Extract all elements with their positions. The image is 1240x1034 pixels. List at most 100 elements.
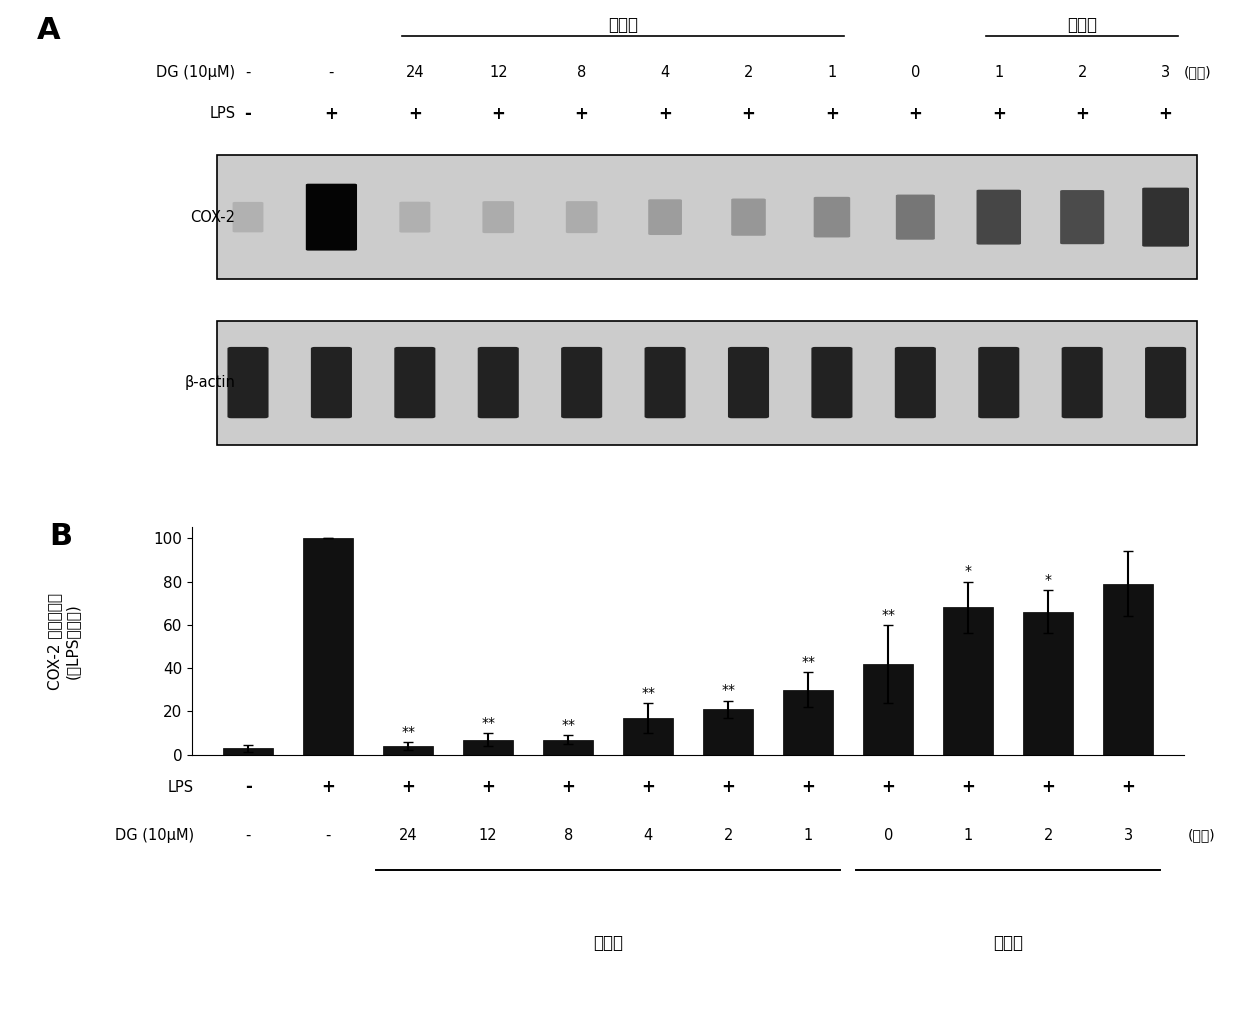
Text: +: + [658, 104, 672, 123]
Text: **: ** [641, 686, 655, 700]
Text: +: + [1042, 778, 1055, 796]
Bar [703, 709, 753, 755]
Bar [1104, 583, 1153, 755]
Text: -: - [246, 65, 250, 80]
FancyBboxPatch shape [217, 155, 1197, 279]
Text: 预处理: 预处理 [609, 16, 639, 33]
Text: 1: 1 [994, 65, 1003, 80]
Text: (小时): (小时) [1184, 65, 1211, 80]
Text: 后处理: 后处理 [993, 934, 1023, 952]
Text: 4: 4 [661, 65, 670, 80]
Text: +: + [325, 104, 339, 123]
Text: DG (10μM): DG (10μM) [156, 65, 236, 80]
Text: -: - [326, 828, 331, 843]
FancyBboxPatch shape [1145, 346, 1187, 419]
FancyBboxPatch shape [977, 189, 1021, 245]
FancyBboxPatch shape [1060, 190, 1104, 244]
Text: LPS: LPS [210, 107, 236, 121]
FancyBboxPatch shape [311, 346, 352, 419]
FancyBboxPatch shape [477, 346, 518, 419]
Text: 预处理: 预处理 [593, 934, 624, 952]
Text: +: + [825, 104, 839, 123]
Text: *: * [1044, 573, 1052, 587]
Text: +: + [408, 104, 422, 123]
Text: 12: 12 [479, 828, 497, 843]
Text: 8: 8 [577, 65, 587, 80]
Text: -: - [246, 828, 250, 843]
Text: +: + [574, 104, 589, 123]
Text: 12: 12 [489, 65, 507, 80]
FancyBboxPatch shape [1142, 187, 1189, 247]
Bar [944, 608, 993, 755]
Text: 24: 24 [399, 828, 418, 843]
Text: +: + [562, 778, 575, 796]
Text: +: + [321, 778, 335, 796]
FancyBboxPatch shape [1061, 346, 1102, 419]
Text: COX-2 表达百分率
(与LPS组相比): COX-2 表达百分率 (与LPS组相比) [47, 592, 79, 690]
Bar [784, 690, 833, 755]
Text: **: ** [562, 718, 575, 732]
FancyBboxPatch shape [978, 346, 1019, 419]
Text: 1: 1 [827, 65, 837, 80]
Bar [863, 664, 913, 755]
FancyBboxPatch shape [813, 196, 851, 238]
Text: **: ** [722, 683, 735, 697]
Text: -: - [244, 778, 252, 796]
FancyBboxPatch shape [895, 346, 936, 419]
FancyBboxPatch shape [811, 346, 852, 419]
Text: 3: 3 [1161, 65, 1171, 80]
Text: 2: 2 [1078, 65, 1087, 80]
Text: +: + [992, 104, 1006, 123]
Text: +: + [742, 104, 755, 123]
FancyBboxPatch shape [728, 346, 769, 419]
Text: +: + [1158, 104, 1173, 123]
FancyBboxPatch shape [649, 200, 682, 235]
Text: **: ** [481, 716, 495, 730]
Text: (小时): (小时) [1188, 828, 1216, 843]
FancyBboxPatch shape [732, 199, 766, 236]
FancyBboxPatch shape [645, 346, 686, 419]
Bar [383, 747, 433, 755]
FancyBboxPatch shape [482, 202, 515, 233]
Text: 2: 2 [744, 65, 753, 80]
Text: 0: 0 [910, 65, 920, 80]
Text: +: + [801, 778, 815, 796]
Text: *: * [965, 565, 972, 578]
FancyBboxPatch shape [562, 346, 603, 419]
FancyBboxPatch shape [227, 346, 269, 419]
Text: **: ** [801, 656, 815, 669]
FancyBboxPatch shape [217, 321, 1197, 445]
Text: 2: 2 [1044, 828, 1053, 843]
Text: 2: 2 [723, 828, 733, 843]
Text: β-actin: β-actin [185, 375, 236, 390]
FancyBboxPatch shape [233, 202, 263, 233]
Text: -: - [329, 65, 334, 80]
Bar [1023, 612, 1073, 755]
FancyBboxPatch shape [399, 202, 430, 233]
Text: 8: 8 [563, 828, 573, 843]
Text: +: + [491, 104, 505, 123]
Bar [464, 739, 513, 755]
Text: B: B [50, 522, 73, 551]
Text: **: ** [882, 608, 895, 621]
Text: +: + [961, 778, 975, 796]
Bar [624, 718, 673, 755]
Text: 0: 0 [884, 828, 893, 843]
Text: +: + [481, 778, 495, 796]
Text: 24: 24 [405, 65, 424, 80]
Text: 后处理: 后处理 [1068, 16, 1097, 33]
FancyBboxPatch shape [394, 346, 435, 419]
Text: +: + [882, 778, 895, 796]
Text: COX-2: COX-2 [191, 210, 236, 224]
Text: LPS: LPS [167, 780, 193, 794]
Text: +: + [1075, 104, 1089, 123]
Text: -: - [244, 104, 252, 123]
Text: 4: 4 [644, 828, 652, 843]
Text: 1: 1 [804, 828, 813, 843]
FancyBboxPatch shape [306, 184, 357, 250]
Text: +: + [1121, 778, 1135, 796]
Bar [304, 538, 353, 755]
Bar [223, 749, 273, 755]
FancyBboxPatch shape [895, 194, 935, 240]
Text: DG (10μM): DG (10μM) [114, 828, 193, 843]
